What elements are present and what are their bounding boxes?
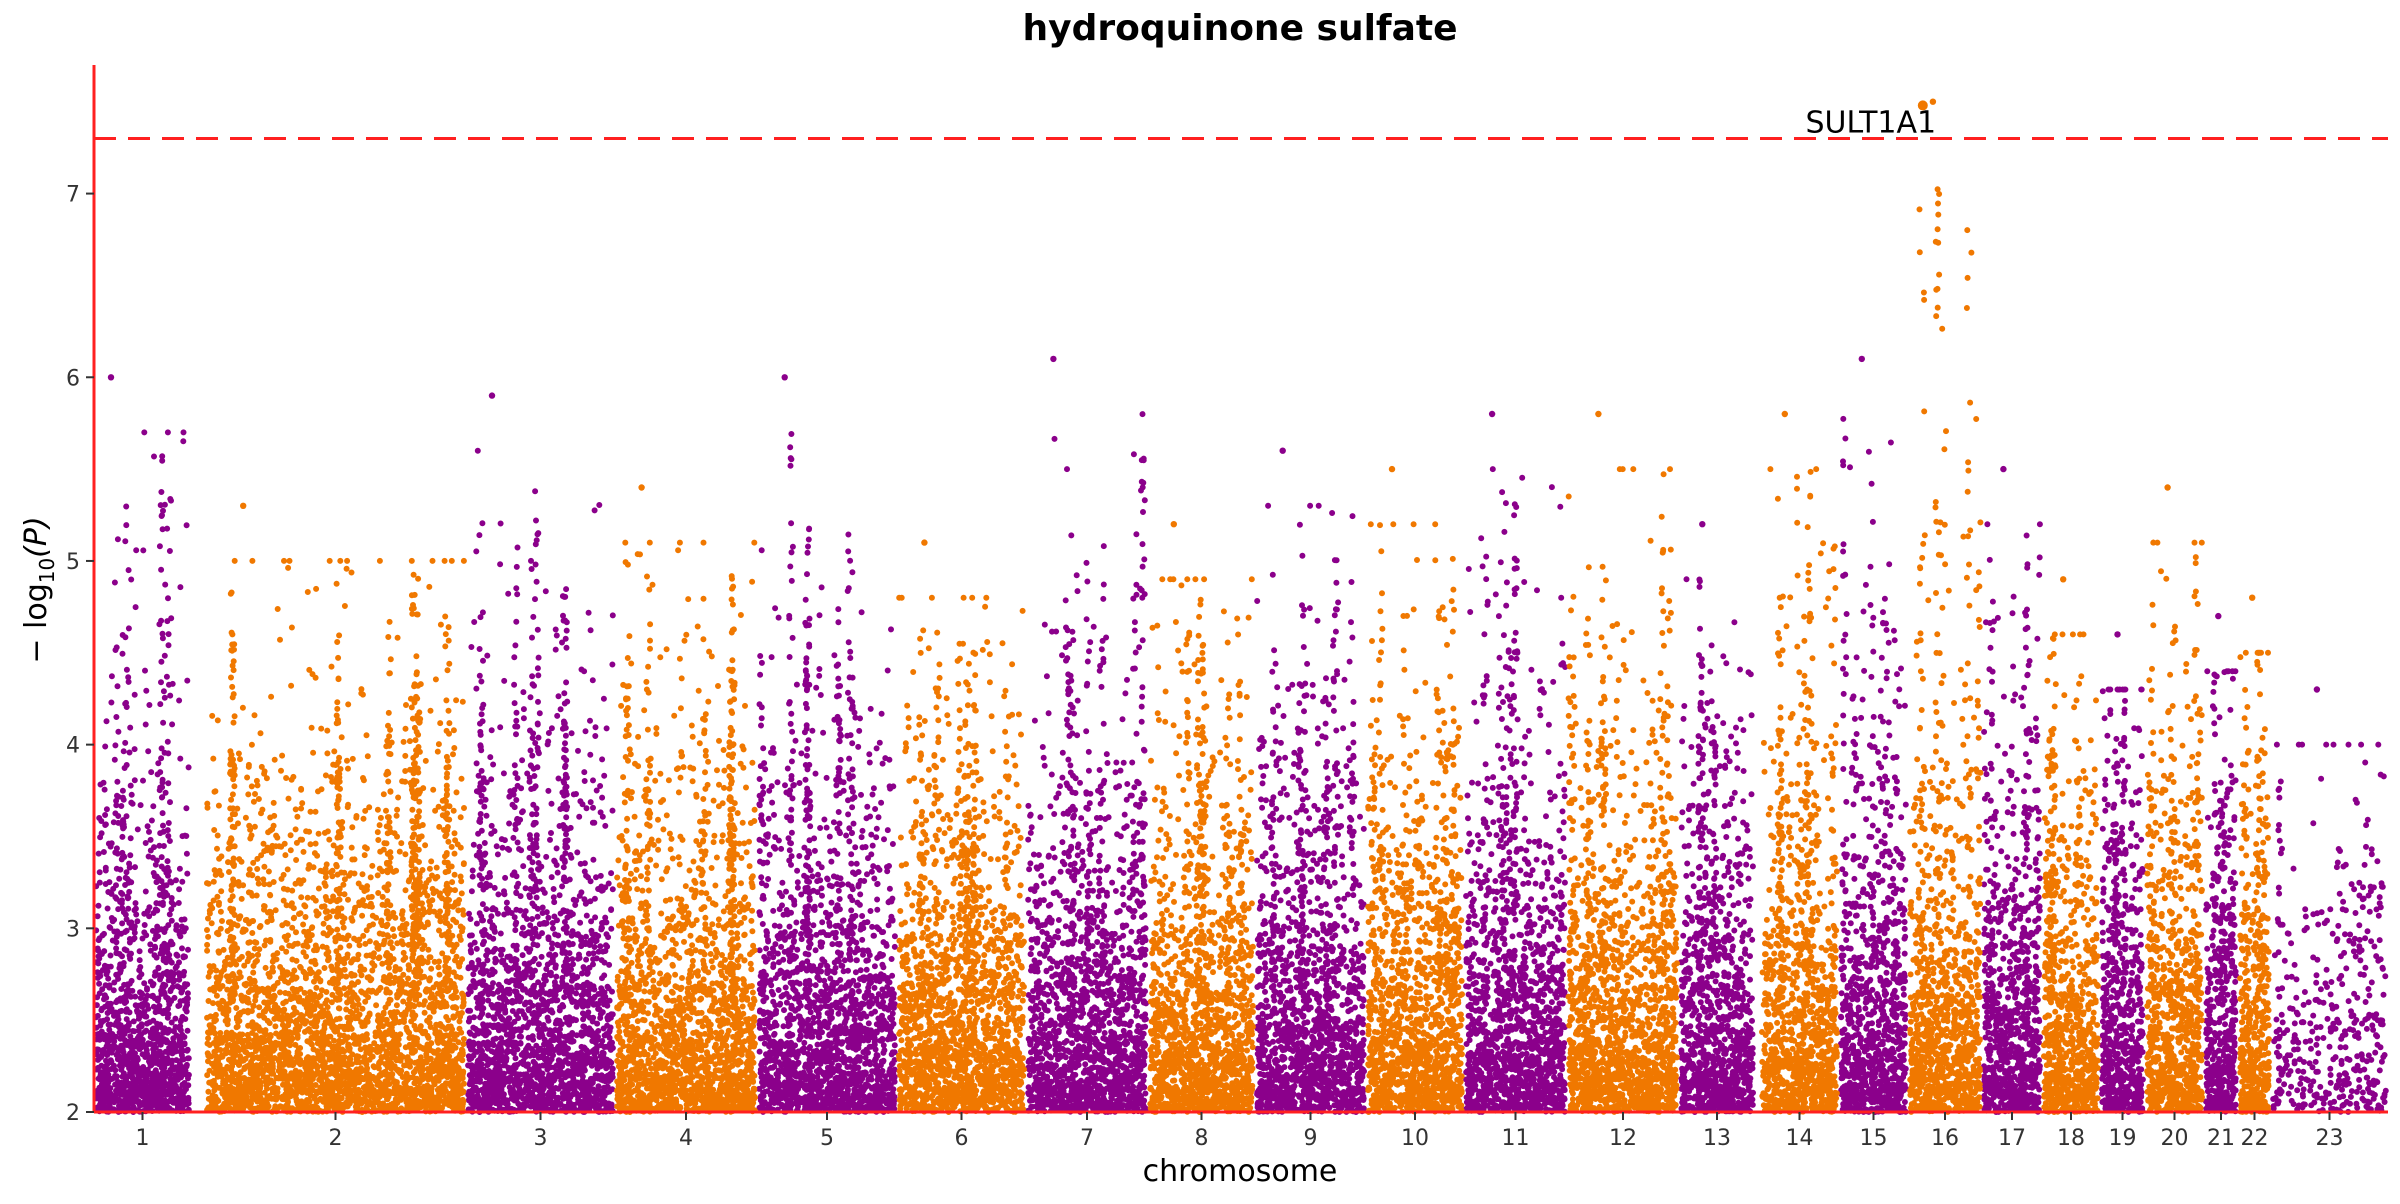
x-tick-label-8: 8 [1195, 1126, 1209, 1151]
x-tick-label-4: 4 [679, 1126, 693, 1151]
chromosome-14-top-point [1781, 410, 1789, 418]
chromosome-9-top-point [1279, 447, 1286, 454]
y-tick-label-2: 2 [66, 1101, 80, 1126]
chromosome-20-top-point [2164, 484, 2171, 491]
data-points [93, 98, 2389, 1115]
x-tick-label-19: 19 [2109, 1126, 2137, 1151]
x-tick-label-20: 20 [2161, 1126, 2189, 1151]
x-tick-label-2: 2 [329, 1126, 343, 1151]
x-tick-label-7: 7 [1080, 1126, 1094, 1151]
x-tick-label-15: 15 [1860, 1126, 1888, 1151]
y-axis-label-subscript: 10 [35, 558, 59, 583]
chromosome-3-top-point [488, 392, 496, 399]
chromosome-18-top-point [2060, 576, 2067, 583]
x-tick-label-18: 18 [2057, 1126, 2085, 1151]
x-tick-label-11: 11 [1502, 1126, 1530, 1151]
chromosome-23-top-point [2313, 686, 2321, 693]
chromosome-19-top-point [2114, 631, 2121, 638]
chromosome-21-top-point [2215, 612, 2222, 620]
chromosome-4-top-point [638, 484, 645, 491]
x-tick-label-3: 3 [534, 1126, 548, 1151]
x-axis-label: chromosome [1143, 1154, 1338, 1189]
points-even-chromosomes [204, 186, 2272, 1115]
chromosome-7-top-point [1050, 355, 1057, 363]
chromosome-22-top-point [2249, 594, 2256, 601]
y-tick-label-4: 4 [66, 734, 80, 759]
x-tick-label-10: 10 [1401, 1126, 1429, 1151]
chromosome-5-top-point [781, 374, 788, 381]
y-tick-label-3: 3 [66, 917, 80, 942]
x-tick-label-16: 16 [1931, 1126, 1959, 1151]
chromosome-11-top-point [1488, 410, 1496, 418]
y-tick-label-5: 5 [66, 550, 80, 575]
x-tick-label-6: 6 [955, 1126, 969, 1151]
y-axis-label-prefix: − log [19, 583, 54, 663]
chromosome-17-top-point [2000, 465, 2007, 473]
chromosome-8-top-point [1170, 521, 1178, 528]
chromosome-10-top-point [1388, 465, 1396, 473]
x-tick-label-5: 5 [820, 1126, 834, 1151]
y-axis-label: − log10(P) [19, 516, 59, 663]
chromosome-12-top-point [1595, 410, 1602, 418]
annotated-point-0 [1917, 100, 1928, 111]
points-odd-chromosomes [93, 411, 2389, 1115]
x-tick-label-21: 21 [2207, 1126, 2235, 1151]
x-tick-label-13: 13 [1703, 1126, 1731, 1151]
x-tick-label-17: 17 [1998, 1126, 2026, 1151]
chromosome-6-top-point [921, 539, 928, 546]
x-tick-label-14: 14 [1786, 1126, 1814, 1151]
chromosome-13-top-point [1699, 521, 1706, 528]
x-tick-label-12: 12 [1609, 1126, 1637, 1151]
y-tick-label-6: 6 [66, 366, 80, 391]
x-tick-label-22: 22 [2241, 1126, 2269, 1151]
chart-title: hydroquinone sulfate [1022, 8, 1457, 49]
y-tick-label-7: 7 [66, 183, 80, 208]
chromosome-16-top-point [1929, 98, 1937, 105]
x-tick-label-23: 23 [2316, 1126, 2344, 1151]
annotation-label-0: SULT1A1 [1805, 105, 1936, 140]
chromosome-2-top-point [240, 502, 247, 509]
chromosome-1-top-point [107, 374, 115, 381]
x-tick-label-9: 9 [1304, 1126, 1318, 1151]
svg-text:− log10(P): − log10(P) [19, 516, 59, 663]
y-axis-label-suffix: (P) [19, 516, 54, 558]
x-tick-label-1: 1 [136, 1126, 150, 1151]
chromosome-15-top-point [1858, 355, 1866, 363]
